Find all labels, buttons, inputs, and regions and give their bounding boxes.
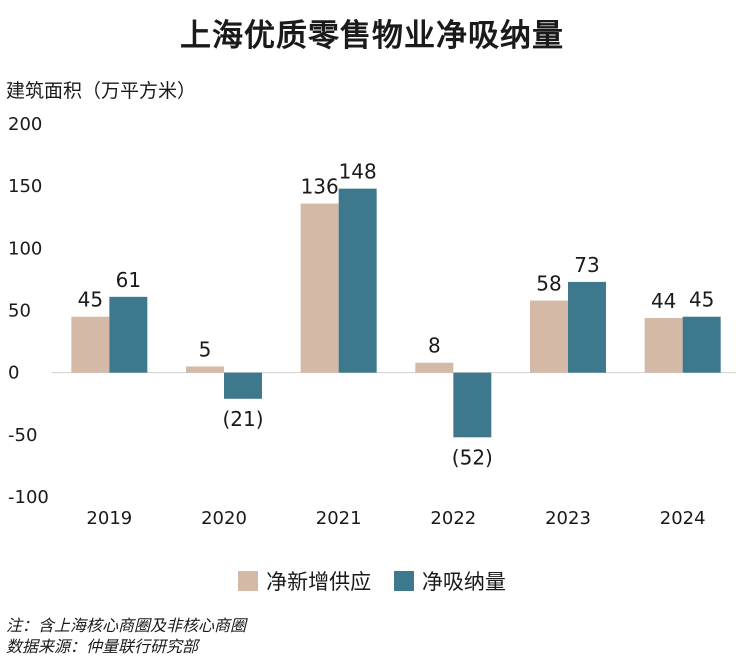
bar-supply [300,203,339,373]
x-tick-label: 2022 [430,508,476,529]
y-tick-label: 200 [8,114,42,135]
legend-swatch-supply [238,571,259,591]
bar-absorption [682,316,721,373]
y-tick-label: 0 [8,363,19,384]
legend-item-absorption: 净吸纳量 [393,566,506,596]
data-label: 136 [301,175,339,199]
bar-supply [71,316,110,373]
legend-swatch-absorption [393,571,414,591]
data-label: 5 [199,337,212,361]
x-tick-label: 2024 [660,508,706,529]
note-text: 注：含上海核心商圈及非核心商圈 [6,616,247,635]
bar-absorption [224,372,262,399]
bar-absorption [453,372,492,438]
y-tick-label: -50 [8,425,37,446]
legend-label-supply: 净新增供应 [266,570,372,594]
data-label: 73 [574,253,599,277]
legend: 净新增供应 净吸纳量 [0,566,744,596]
data-label: 45 [689,288,714,312]
data-label: 148 [339,160,377,184]
bar-absorption [338,188,377,373]
data-label: 8 [428,334,441,358]
data-label: (52) [452,445,493,469]
y-tick-label: 50 [8,301,31,322]
bar-chart: 200 150 100 50 0 -50 -100 45 61 2019 5 (21) 2020 1361… [8,114,736,529]
bar-supply [530,300,568,373]
x-tick-label: 2020 [201,508,247,529]
x-tick-label: 2021 [316,508,362,529]
data-label: 44 [651,289,676,313]
y-axis-label: 建筑面积（万平方米） [6,80,197,102]
y-tick-label: -100 [8,487,49,508]
bar-supply [186,366,224,373]
x-tick-label: 2019 [86,508,132,529]
bar-absorption [109,296,148,373]
bar-supply [644,317,683,373]
x-tick-label: 2023 [545,508,591,529]
legend-item-supply: 净新增供应 [238,566,371,596]
y-tick-label: 150 [8,176,42,197]
chart-title: 上海优质零售物业净吸纳量 [180,18,564,54]
footnotes: 注：含上海核心商圈及非核心商圈 数据来源：仲量联行研究部 [6,615,246,657]
y-tick-label: 100 [8,238,42,259]
bar-supply [415,362,454,373]
data-label: 61 [116,268,141,292]
source-text: 数据来源：仲量联行研究部 [6,637,199,656]
bar-absorption [568,281,606,373]
data-label: 58 [536,272,561,296]
data-label: (21) [222,407,263,431]
legend-label-absorption: 净吸纳量 [421,570,506,594]
data-label: 45 [78,288,103,312]
